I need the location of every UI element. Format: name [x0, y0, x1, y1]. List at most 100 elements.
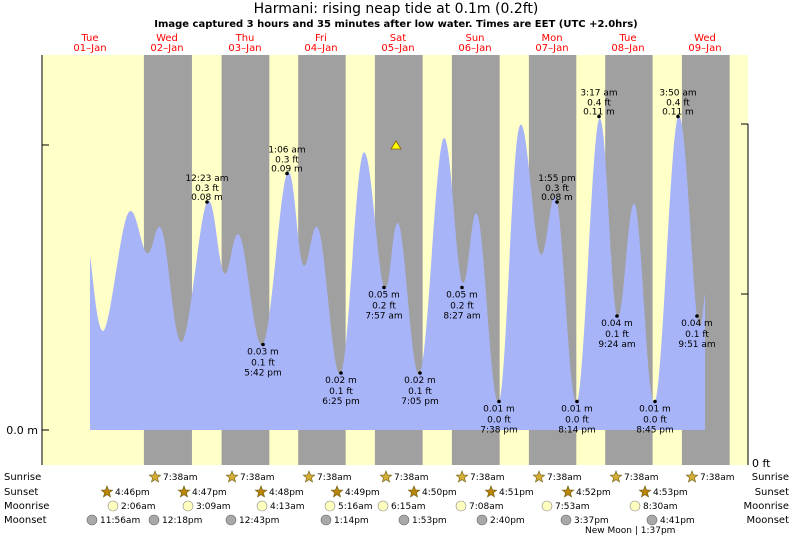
moonset-time: 12:43pm — [239, 516, 279, 526]
extremum-m: 0.02 m — [404, 376, 436, 386]
day-date: 05–Jan — [381, 43, 414, 54]
moonset-icon — [560, 514, 572, 526]
extremum-point — [460, 285, 464, 290]
extremum-ft: 0.0 ft — [565, 416, 589, 426]
day-name: Fri — [315, 33, 327, 44]
sunset-icon — [638, 485, 652, 498]
extremum-time: 3:50 am — [659, 89, 696, 99]
sunrise-time: 7:38am — [394, 473, 429, 483]
day-date: 03–Jan — [228, 43, 261, 54]
sunset-icon — [177, 485, 191, 498]
moonset-time: 12:18pm — [162, 516, 202, 526]
day-name: Mon — [541, 33, 562, 44]
y-tick-left-label: 0.0 m — [6, 424, 38, 437]
moonrise-time: 7:08am — [469, 502, 504, 512]
sunset-time: 4:52pm — [576, 488, 611, 498]
moonrise-time: 4:13am — [270, 502, 305, 512]
extremum-point — [261, 342, 265, 347]
extremum-point — [555, 200, 559, 204]
day-name: Thu — [235, 33, 255, 44]
sunset-time: 4:46pm — [115, 488, 150, 498]
extremum-ft: 0.1 ft — [408, 387, 432, 397]
sunrise-time: 7:38am — [317, 473, 352, 483]
moonrise-time: 5:16am — [338, 502, 373, 512]
extremum-time: 8:27 am — [443, 312, 480, 322]
extremum-point — [205, 200, 209, 204]
extremum-point — [575, 399, 579, 404]
extremum-point — [382, 285, 386, 290]
extremum-time: 8:14 pm — [558, 426, 596, 436]
extremum-ft: 0.4 ft — [666, 99, 690, 109]
extremum-time: 12:23 am — [185, 174, 228, 184]
extremum-ft: 0.3 ft — [545, 184, 569, 194]
extremum-ft: 0.0 ft — [487, 416, 511, 426]
extremum-time: 3:17 am — [580, 89, 617, 99]
moonrise-icon — [182, 500, 194, 512]
day-name: Tue — [80, 33, 98, 44]
moonrise-time: 6:15am — [391, 502, 426, 512]
sunrise-icon — [455, 470, 469, 483]
sunset-time: 4:47pm — [192, 488, 227, 498]
extremum-time: 8:45 pm — [636, 426, 674, 436]
extremum-point — [497, 399, 501, 404]
day-date: 01–Jan — [73, 43, 106, 54]
extremum-ft: 0.3 ft — [275, 156, 299, 166]
extremum-m: 0.11 m — [662, 108, 694, 118]
extremum-m: 0.09 m — [271, 165, 303, 175]
almanac-row-label-left: Sunset — [4, 487, 38, 498]
day-date: 07–Jan — [535, 43, 568, 54]
extremum-ft: 0.1 ft — [329, 387, 353, 397]
sunrise-time: 7:38am — [547, 473, 582, 483]
day-date: 04–Jan — [304, 43, 337, 54]
extremum-point — [418, 371, 422, 375]
day-date: 08–Jan — [611, 43, 644, 54]
moonset-icon — [476, 514, 488, 526]
extremum-time: 9:24 am — [598, 340, 635, 350]
extremum-m: 0.01 m — [483, 405, 515, 415]
almanac-row-label-right: Moonrise — [744, 501, 789, 512]
extremum-ft: 0.3 ft — [195, 184, 219, 194]
sunrise-time: 7:38am — [470, 473, 505, 483]
almanac-row-label-left: Sunrise — [4, 472, 41, 483]
sunrise-icon — [225, 470, 239, 483]
extremum-ft: 0.0 ft — [643, 416, 667, 426]
moonset-time: 1:14pm — [334, 516, 369, 526]
day-date: 09–Jan — [688, 43, 721, 54]
sunrise-icon — [685, 470, 699, 483]
sunset-icon — [407, 485, 421, 498]
sunrise-icon — [609, 470, 623, 483]
sunrise-time: 7:38am — [163, 473, 198, 483]
extremum-point — [676, 114, 680, 119]
extremum-ft: 0.1 ft — [605, 330, 629, 340]
moonset-time: 4:41pm — [660, 516, 695, 526]
day-name: Wed — [694, 33, 716, 44]
sunset-icon — [330, 485, 344, 498]
almanac-row-label-left: Moonrise — [4, 501, 49, 512]
sunrise-icon — [148, 470, 162, 483]
moonrise-time: 2:06am — [121, 502, 156, 512]
almanac-row-label-right: Sunrise — [752, 472, 789, 483]
moonset-time: 11:56am — [100, 516, 140, 526]
moonrise-icon — [256, 500, 268, 512]
moonrise-time: 7:53am — [555, 502, 590, 512]
sunrise-icon — [379, 470, 393, 483]
extremum-m: 0.04 m — [681, 319, 713, 329]
chart-title: Harmani: rising neap tide at 0.1m (0.2ft… — [254, 1, 539, 17]
moonrise-icon — [455, 500, 467, 512]
day-date: 06–Jan — [458, 43, 491, 54]
current-tide-marker — [390, 140, 402, 150]
almanac-row-label-right: Sunset — [755, 487, 789, 498]
day-name: Sat — [390, 33, 406, 44]
moonset-icon — [320, 514, 332, 526]
extremum-m: 0.08 m — [191, 193, 223, 203]
extremum-point — [695, 314, 699, 318]
extremum-point — [615, 314, 619, 318]
extremum-ft: 0.1 ft — [251, 359, 275, 369]
extremum-point — [285, 171, 289, 176]
extremum-ft: 0.2 ft — [450, 302, 474, 312]
extremum-point — [653, 399, 657, 404]
chart-subtitle: Image captured 3 hours and 35 minutes af… — [154, 19, 638, 30]
extremum-time: 7:57 am — [365, 312, 402, 322]
extremum-time: 9:51 am — [678, 340, 715, 350]
